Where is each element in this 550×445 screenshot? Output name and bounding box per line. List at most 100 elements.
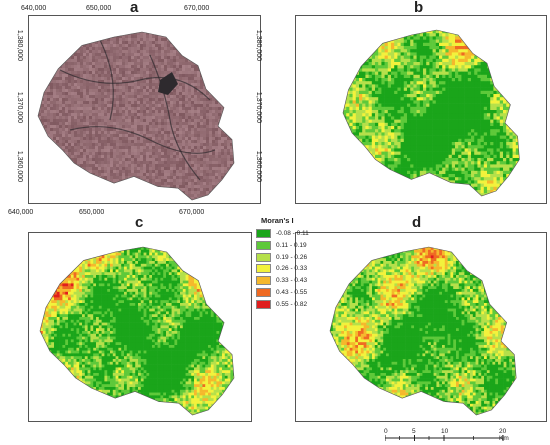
imagery-pixel [116, 194, 119, 197]
imagery-pixel [68, 62, 71, 65]
imagery-pixel [188, 38, 191, 41]
imagery-pixel [188, 125, 191, 128]
map-cell [496, 62, 501, 66]
imagery-pixel [71, 119, 74, 122]
imagery-pixel [185, 167, 188, 170]
imagery-pixel [134, 38, 137, 41]
imagery-pixel [47, 38, 50, 41]
imagery-pixel [47, 65, 50, 68]
imagery-pixel [77, 95, 80, 98]
map-cell [515, 87, 520, 92]
imagery-pixel [149, 173, 152, 176]
imagery-pixel [68, 77, 71, 80]
imagery-pixel [134, 128, 137, 131]
imagery-pixel [164, 47, 167, 50]
imagery-pixel [230, 194, 233, 197]
imagery-pixel [59, 119, 62, 122]
imagery-pixel [44, 197, 47, 200]
imagery-pixel [65, 98, 68, 101]
imagery-pixel [56, 65, 59, 68]
imagery-pixel [122, 89, 125, 92]
imagery-pixel [140, 119, 143, 122]
imagery-pixel [152, 104, 155, 107]
map-cell [426, 55, 430, 60]
imagery-pixel [128, 140, 131, 143]
imagery-pixel [59, 146, 62, 149]
imagery-pixel [53, 191, 56, 194]
imagery-pixel [65, 41, 68, 44]
imagery-pixel [227, 71, 230, 74]
map-cell [490, 65, 494, 69]
imagery-pixel [134, 167, 137, 170]
imagery-pixel [176, 68, 179, 71]
imagery-pixel [77, 182, 80, 185]
imagery-pixel [149, 86, 152, 89]
imagery-pixel [236, 173, 239, 176]
imagery-pixel [116, 176, 119, 179]
map-cell [512, 46, 517, 50]
imagery-pixel [128, 128, 131, 131]
map-cell [471, 94, 475, 98]
map-cell [359, 94, 363, 98]
imagery-pixel [44, 143, 47, 146]
imagery-pixel [38, 179, 41, 182]
imagery-pixel [161, 119, 164, 122]
imagery-pixel [191, 107, 194, 110]
map-cell [349, 84, 353, 88]
imagery-pixel [110, 44, 113, 47]
imagery-pixel [74, 125, 77, 128]
map-cell [471, 33, 475, 37]
imagery-pixel [92, 170, 95, 173]
imagery-pixel [89, 182, 92, 185]
imagery-pixel [77, 149, 80, 152]
imagery-pixel [212, 116, 215, 119]
imagery-pixel [56, 113, 59, 116]
imagery-pixel [83, 92, 86, 95]
imagery-pixel [107, 98, 110, 101]
imagery-pixel [59, 68, 62, 71]
map-cell [362, 39, 366, 44]
imagery-pixel [179, 158, 182, 161]
imagery-pixel [62, 95, 65, 98]
imagery-pixel [107, 107, 110, 110]
map-cell [362, 87, 366, 92]
imagery-pixel [113, 161, 116, 164]
imagery-pixel [134, 62, 137, 65]
map-cell [423, 71, 427, 76]
imagery-pixel [107, 173, 110, 176]
map-cell [384, 36, 389, 40]
map-cell [435, 74, 440, 79]
imagery-pixel [128, 65, 131, 68]
map-cell [435, 39, 440, 44]
map-cell [445, 78, 449, 82]
imagery-pixel [176, 53, 179, 56]
imagery-pixel [68, 152, 71, 155]
imagery-pixel [155, 149, 158, 152]
imagery-pixel [38, 170, 41, 173]
imagery-pixel [200, 146, 203, 149]
map-cell [381, 36, 385, 40]
map-cell [499, 30, 504, 34]
imagery-pixel [179, 188, 182, 191]
imagery-pixel [68, 149, 71, 152]
imagery-pixel [158, 170, 161, 173]
imagery-pixel [65, 53, 68, 56]
imagery-pixel [41, 188, 44, 191]
imagery-pixel [200, 134, 203, 137]
imagery-pixel [206, 59, 209, 62]
imagery-pixel [128, 77, 131, 80]
imagery-pixel [104, 167, 107, 170]
panel-label-b: b [414, 0, 424, 16]
imagery-pixel [164, 62, 167, 65]
imagery-pixel [44, 176, 47, 179]
imagery-pixel [230, 86, 233, 89]
imagery-pixel [161, 128, 164, 131]
map-cell [349, 90, 353, 95]
imagery-pixel [227, 161, 230, 164]
imagery-pixel [170, 158, 173, 161]
imagery-pixel [44, 191, 47, 194]
imagery-pixel [95, 50, 98, 53]
map-cell [490, 46, 494, 50]
map-cell [483, 94, 488, 98]
imagery-pixel [170, 191, 173, 194]
